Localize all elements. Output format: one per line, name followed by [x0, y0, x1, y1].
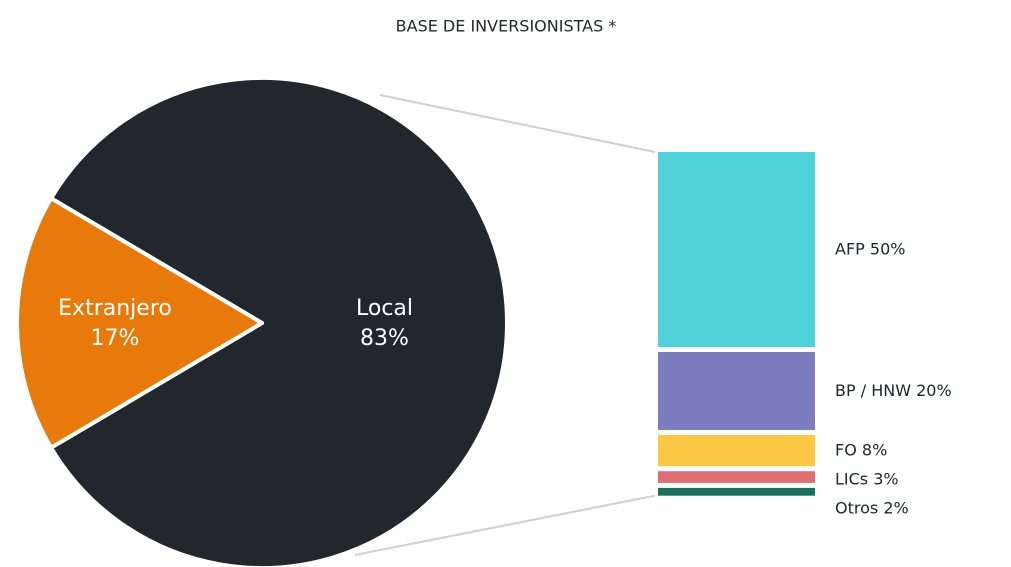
segment-label: Otros 2% — [835, 498, 909, 517]
segment-name: FO — [835, 440, 857, 459]
pie-slice — [15, 196, 264, 450]
bar-segment — [658, 471, 815, 483]
connector — [379, 94, 656, 153]
segment-value: 8% — [862, 440, 887, 459]
chart-title: BASE DE INVERSIONISTAS * — [396, 17, 617, 36]
connector — [354, 494, 656, 556]
bar-segment — [658, 435, 815, 467]
pie-slice — [49, 76, 509, 567]
slice-value: 17% — [91, 326, 140, 351]
segment-value: 20% — [916, 381, 952, 400]
segment-label: BP / HNW 20% — [835, 381, 952, 400]
slice-label: Local 83% — [356, 296, 413, 351]
bar-segment — [658, 487, 815, 496]
segment-label: AFP 50% — [835, 239, 905, 258]
segment-value: 3% — [873, 469, 898, 488]
segment-name: Otros — [835, 498, 878, 517]
slice-value: 83% — [360, 326, 409, 351]
segment-label: FO 8% — [835, 440, 887, 459]
segment-value: 2% — [883, 498, 908, 517]
segment-value: 50% — [870, 239, 906, 258]
segment-name: AFP — [835, 239, 865, 258]
segment-name: LICs — [835, 469, 868, 488]
segment-name: BP / HNW — [835, 381, 911, 400]
bar-segment — [658, 352, 815, 430]
slice-label: Extranjero 17% — [58, 296, 172, 351]
segment-label: LICs 3% — [835, 469, 899, 488]
bar-segment — [658, 152, 815, 347]
slice-name: Local — [356, 296, 413, 321]
slice-name: Extranjero — [58, 296, 172, 321]
